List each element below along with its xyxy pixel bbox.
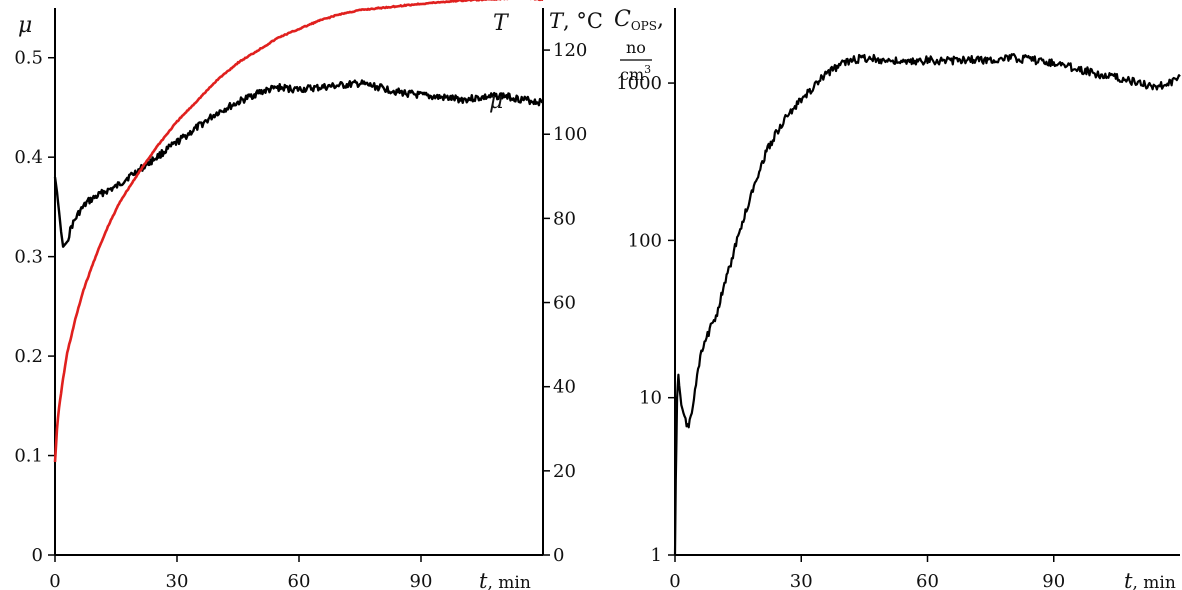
right-y-tick-label: 60 bbox=[553, 293, 576, 314]
right-chart: 1 10 100 1000 0 30 60 90 COPS, no cm3 t, min bbox=[614, 7, 1181, 590]
left-y-tick-label: 0.4 bbox=[14, 147, 43, 168]
left-y-axis-label: μ bbox=[18, 13, 32, 38]
right-chart-y-axis-label: COPS, no cm3 bbox=[614, 7, 664, 84]
series-label-mu: μ bbox=[489, 89, 503, 114]
series-line-mu bbox=[53, 79, 544, 248]
right-y-tick-label: 80 bbox=[553, 208, 576, 229]
series-label-T: T bbox=[493, 11, 510, 36]
right-y-tick-label: 0 bbox=[553, 545, 564, 566]
right-chart-y-tick-label: 100 bbox=[628, 230, 662, 251]
left-x-tick-label: 60 bbox=[288, 571, 311, 590]
right-y-tick-label: 100 bbox=[553, 124, 587, 145]
right-y-tick-label: 20 bbox=[553, 461, 576, 482]
right-chart-y-tick-label: 10 bbox=[639, 388, 662, 409]
svg-text:cm3: cm3 bbox=[620, 63, 651, 84]
right-plot-area bbox=[673, 52, 1181, 556]
right-chart-y-ticks: 1 10 100 1000 bbox=[616, 73, 675, 566]
left-x-tick-label: 90 bbox=[410, 571, 433, 590]
right-chart-x-ticks: 0 30 60 90 bbox=[669, 555, 1065, 590]
right-chart-x-tick-label: 0 bbox=[669, 571, 680, 590]
series-line-T bbox=[53, 0, 544, 463]
left-x-axis-label: t, min bbox=[479, 569, 531, 590]
right-y-ticks: 0 20 40 60 80 100 120 bbox=[543, 40, 587, 566]
svg-text:COPS,: COPS, bbox=[614, 7, 664, 33]
left-y-tick-label: 0.2 bbox=[14, 346, 43, 367]
left-y-tick-label: 0.5 bbox=[14, 48, 43, 69]
left-y-tick-label: 0.3 bbox=[14, 247, 43, 268]
left-plot-area bbox=[53, 0, 544, 463]
series-line-cops bbox=[673, 52, 1181, 556]
left-x-tick-label: 0 bbox=[49, 571, 60, 590]
right-y-tick-label: 120 bbox=[553, 40, 587, 61]
left-y-ticks: 0 0.1 0.2 0.3 0.4 0.5 bbox=[14, 48, 55, 566]
right-chart-x-axis-label: t, min bbox=[1124, 569, 1176, 590]
right-y-axis-label: T, °C bbox=[549, 9, 603, 33]
left-x-tick-label: 30 bbox=[166, 571, 189, 590]
left-chart: 0 0.1 0.2 0.3 0.4 0.5 0 20 40 60 80 100 120 0 30 60 90… bbox=[14, 0, 603, 590]
right-chart-y-tick-label: 1 bbox=[651, 545, 662, 566]
left-y-tick-label: 0.1 bbox=[14, 446, 43, 467]
left-x-ticks: 0 30 60 90 bbox=[49, 555, 432, 590]
right-chart-x-tick-label: 60 bbox=[916, 571, 939, 590]
right-chart-x-tick-label: 90 bbox=[1042, 571, 1065, 590]
svg-text:no: no bbox=[626, 38, 646, 57]
left-y-tick-label: 0 bbox=[32, 545, 43, 566]
right-y-tick-label: 40 bbox=[553, 377, 576, 398]
right-chart-y-tick-label: 1000 bbox=[616, 73, 662, 94]
right-chart-x-tick-label: 30 bbox=[790, 571, 813, 590]
